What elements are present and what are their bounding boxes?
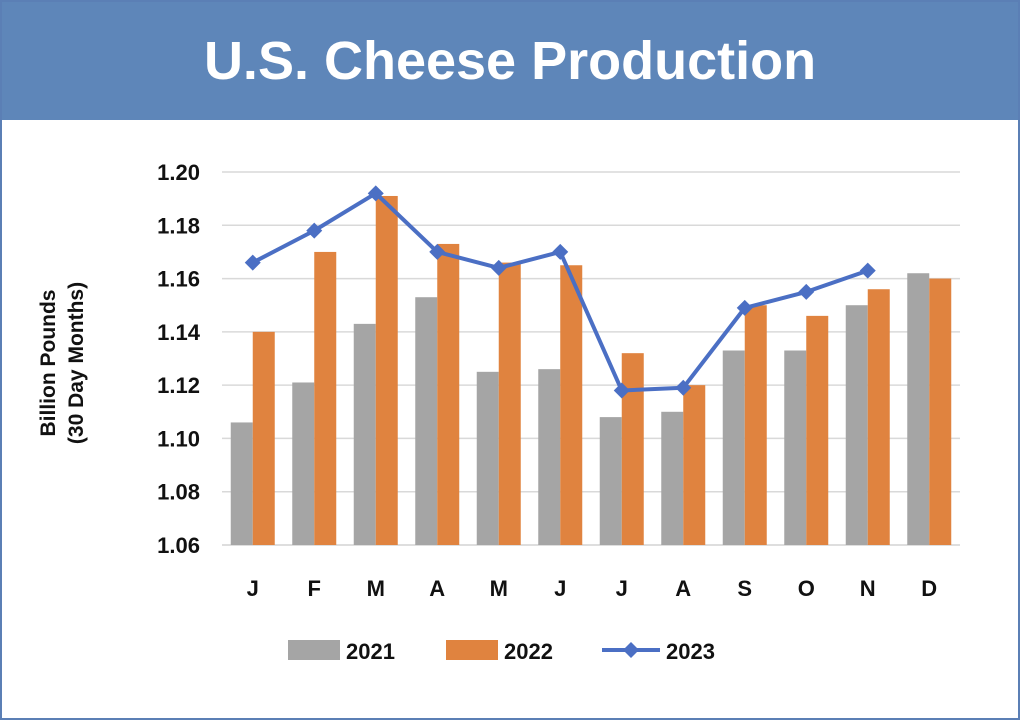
bar-2021 bbox=[784, 350, 807, 545]
x-tick-label: J bbox=[554, 576, 566, 601]
point-2023 bbox=[859, 262, 876, 279]
bar-2021 bbox=[599, 417, 622, 545]
y-axis-label-line2: (30 Day Months) bbox=[65, 282, 88, 444]
bar-2021 bbox=[722, 350, 745, 545]
y-axis-label-line1: Billion Pounds bbox=[37, 290, 60, 437]
y-tick-label: 1.12 bbox=[157, 373, 200, 398]
point-2023 bbox=[736, 299, 753, 316]
bar-2022 bbox=[806, 315, 829, 545]
bar-2021 bbox=[230, 422, 253, 545]
bar-2021 bbox=[292, 382, 315, 545]
bar-2021 bbox=[845, 305, 868, 545]
title-banner: U.S. Cheese Production bbox=[2, 2, 1018, 120]
legend-label-2022: 2022 bbox=[504, 639, 553, 664]
point-2023 bbox=[306, 222, 323, 239]
legend-swatch-2021 bbox=[288, 640, 340, 660]
bar-2022 bbox=[744, 305, 767, 545]
y-tick-label: 1.08 bbox=[157, 480, 200, 505]
y-tick-label: 1.14 bbox=[157, 320, 201, 345]
bar-2022 bbox=[437, 243, 460, 545]
y-tick-label: 1.10 bbox=[157, 426, 200, 451]
bars bbox=[230, 195, 952, 545]
x-tick-label: A bbox=[675, 576, 691, 601]
point-2023 bbox=[552, 243, 569, 260]
y-axis-label: Billion Pounds (30 Day Months) bbox=[37, 282, 88, 444]
point-2023 bbox=[367, 185, 384, 202]
point-2023 bbox=[675, 379, 692, 396]
legend: 2021 2022 2023 bbox=[288, 639, 715, 664]
x-tick-label: S bbox=[737, 576, 752, 601]
x-tick-label: J bbox=[247, 576, 259, 601]
bar-2021 bbox=[353, 323, 376, 545]
bar-2021 bbox=[538, 369, 561, 545]
x-tick-label: M bbox=[490, 576, 508, 601]
bar-2021 bbox=[415, 297, 438, 545]
point-2023 bbox=[429, 243, 446, 260]
x-tick-label: N bbox=[860, 576, 876, 601]
y-tick-label: 1.20 bbox=[157, 160, 200, 185]
y-tick-labels: 1.06 1.08 1.10 1.12 1.14 1.16 1.18 1.20 bbox=[157, 160, 201, 558]
legend-swatch-2022 bbox=[446, 640, 498, 660]
gridlines bbox=[222, 171, 960, 546]
bar-2022 bbox=[375, 195, 398, 545]
point-2023 bbox=[490, 259, 507, 276]
point-2023 bbox=[613, 382, 630, 399]
bar-2021 bbox=[907, 273, 930, 545]
bar-2022 bbox=[683, 385, 706, 545]
legend-label-2023: 2023 bbox=[666, 639, 715, 664]
bar-2021 bbox=[476, 371, 499, 545]
y-tick-label: 1.06 bbox=[157, 533, 200, 558]
bar-2022 bbox=[498, 262, 521, 545]
x-tick-label: M bbox=[367, 576, 385, 601]
bar-2022 bbox=[252, 331, 275, 545]
bar-2022 bbox=[929, 278, 952, 545]
line-series bbox=[244, 185, 876, 399]
chart-title: U.S. Cheese Production bbox=[203, 31, 817, 91]
x-tick-label: O bbox=[798, 576, 815, 601]
legend-marker-2023 bbox=[623, 642, 639, 658]
point-2023 bbox=[244, 254, 261, 271]
x-tick-label: F bbox=[308, 576, 321, 601]
bar-2022 bbox=[621, 353, 644, 545]
legend-label-2021: 2021 bbox=[346, 639, 395, 664]
x-tick-label: J bbox=[616, 576, 628, 601]
bar-2022 bbox=[314, 251, 337, 545]
point-2023 bbox=[798, 283, 815, 300]
bar-2022 bbox=[867, 289, 890, 545]
x-tick-label: D bbox=[921, 576, 937, 601]
bar-2021 bbox=[661, 411, 684, 545]
x-tick-label: A bbox=[429, 576, 445, 601]
y-tick-label: 1.16 bbox=[157, 267, 200, 292]
y-tick-label: 1.18 bbox=[157, 213, 200, 238]
bar-2022 bbox=[560, 265, 583, 545]
